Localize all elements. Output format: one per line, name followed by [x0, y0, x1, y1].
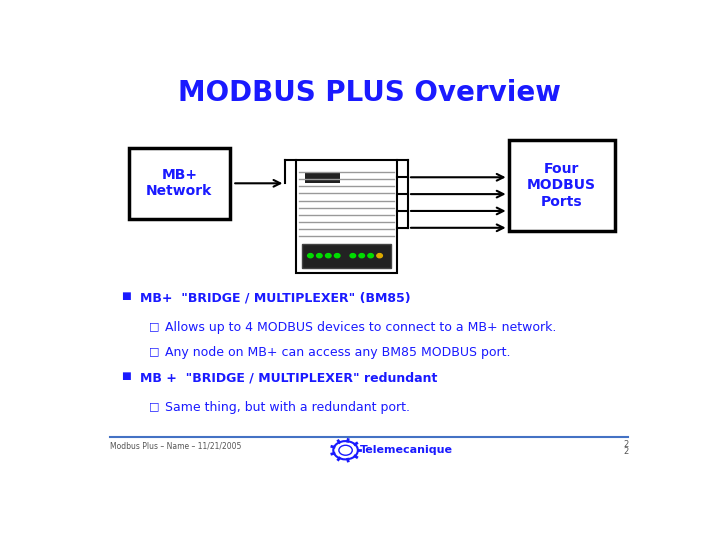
- Text: 2: 2: [624, 447, 629, 456]
- Circle shape: [359, 254, 364, 258]
- Bar: [305, 172, 340, 183]
- Text: MB+
Network: MB+ Network: [146, 168, 212, 198]
- Circle shape: [377, 254, 382, 258]
- Text: Four
MODBUS
Ports: Four MODBUS Ports: [527, 162, 596, 208]
- Text: ■: ■: [121, 292, 130, 301]
- Text: Telemecanique: Telemecanique: [359, 446, 452, 455]
- Text: MB +  "BRIDGE / MULTIPLEXER" redundant: MB + "BRIDGE / MULTIPLEXER" redundant: [140, 371, 438, 384]
- Bar: [129, 148, 230, 219]
- Bar: [297, 160, 397, 273]
- Circle shape: [368, 254, 374, 258]
- Text: □: □: [148, 401, 159, 411]
- Circle shape: [325, 254, 331, 258]
- Text: MODBUS PLUS Overview: MODBUS PLUS Overview: [178, 79, 560, 107]
- Text: Modbus Plus – Name – 11/21/2005: Modbus Plus – Name – 11/21/2005: [109, 441, 241, 450]
- Circle shape: [334, 254, 340, 258]
- Text: Same thing, but with a redundant port.: Same thing, but with a redundant port.: [166, 401, 410, 414]
- Text: 2: 2: [624, 440, 629, 449]
- Text: Any node on MB+ can access any BM85 MODBUS port.: Any node on MB+ can access any BM85 MODB…: [166, 346, 510, 359]
- Bar: [302, 244, 392, 268]
- Text: MB+  "BRIDGE / MULTIPLEXER" (BM85): MB+ "BRIDGE / MULTIPLEXER" (BM85): [140, 292, 411, 305]
- Text: Allows up to 4 MODBUS devices to connect to a MB+ network.: Allows up to 4 MODBUS devices to connect…: [166, 321, 557, 334]
- Bar: [508, 140, 615, 231]
- Text: ■: ■: [121, 371, 130, 381]
- Circle shape: [307, 254, 313, 258]
- Text: □: □: [148, 346, 159, 356]
- Circle shape: [317, 254, 322, 258]
- Circle shape: [350, 254, 356, 258]
- Text: □: □: [148, 321, 159, 332]
